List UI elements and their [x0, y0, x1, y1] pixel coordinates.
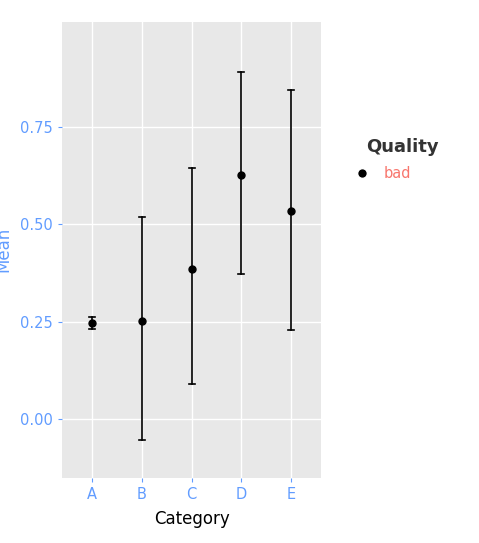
Y-axis label: Mean: Mean — [0, 227, 12, 273]
X-axis label: Category: Category — [154, 510, 229, 528]
Legend: bad, good, very good: bad, good, very good — [339, 129, 466, 241]
